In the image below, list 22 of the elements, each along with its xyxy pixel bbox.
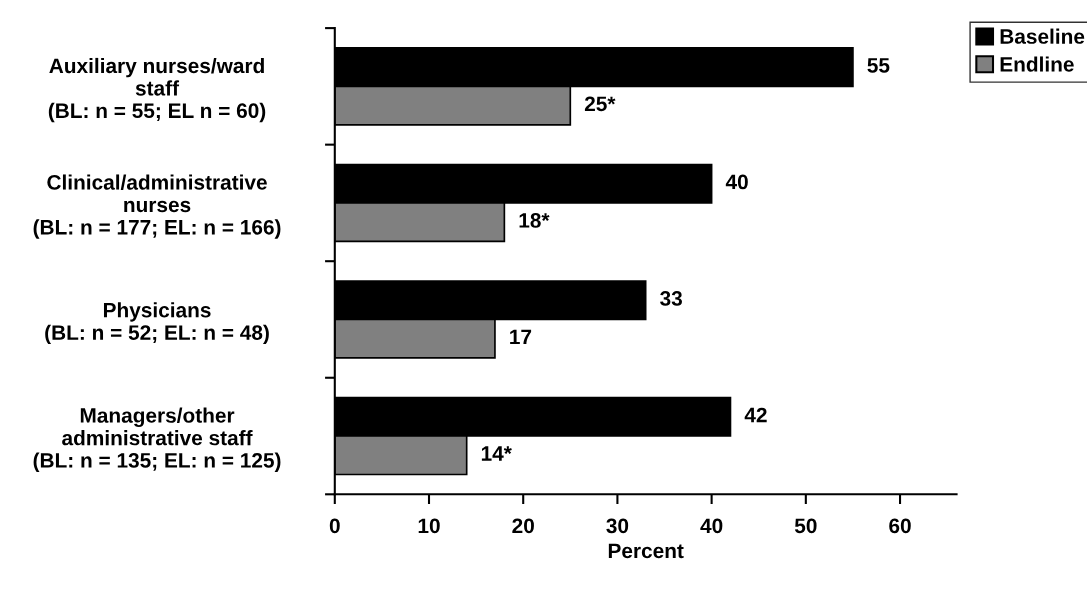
x-axis-title: Percent [608, 543, 684, 559]
x-tick-label: 10 [418, 518, 440, 534]
data-label: 42 [744, 407, 767, 423]
y-tick-label: Clinical/administrative nurses (BL: n = 177; EL: n = 166) [33, 174, 281, 239]
data-label: 55 [867, 58, 890, 73]
x-tick-label: 60 [889, 518, 911, 534]
y-tick-label: Auxiliary nurses/ward staff (BL: n = 55; EL n = 60) [48, 57, 266, 123]
y-tick-label: Physicians (BL: n = 52; EL: n = 48) [45, 302, 269, 345]
data-label: 17 [510, 329, 532, 345]
x-tick-label: 40 [700, 518, 723, 534]
x-tick-label: 50 [794, 518, 817, 534]
data-label: 40 [725, 174, 748, 190]
x-tick-label: 20 [512, 518, 534, 534]
data-label: 25* [584, 96, 616, 112]
x-tick-label: 0 [329, 518, 340, 534]
x-tick-label: 30 [606, 518, 629, 534]
y-tick-label: Managers/other administrative staff (BL: n = 135; EL: n = 125) [33, 407, 281, 472]
data-label: 14* [481, 446, 512, 461]
data-label: 33 [660, 291, 682, 306]
legend-label: Baseline [1000, 28, 1085, 44]
data-label: 18* [519, 213, 550, 228]
legend-label: Endline [1000, 56, 1074, 72]
